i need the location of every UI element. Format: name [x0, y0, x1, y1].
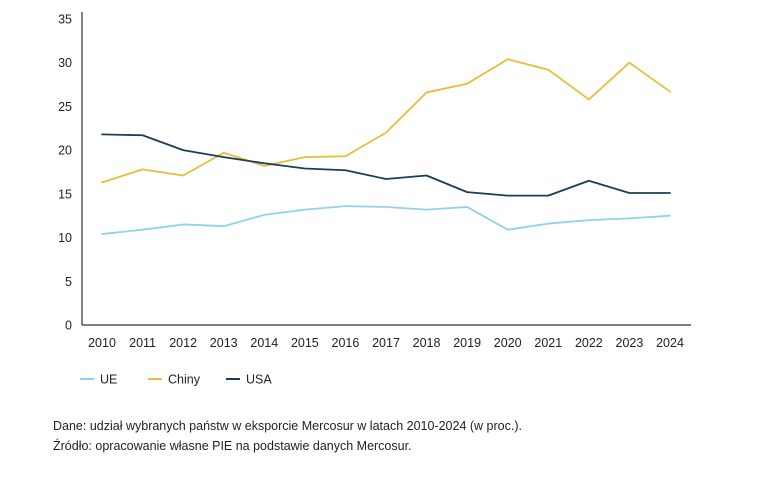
x-tick-label: 2012: [169, 336, 197, 350]
chart-legend: UE Chiny USA: [80, 373, 272, 387]
y-tick-label: 20: [58, 144, 72, 158]
series-line-ue: [101, 205, 671, 235]
x-tick-label: 2011: [129, 336, 156, 350]
x-tick-label: 2010: [88, 336, 116, 350]
series-line-usa: [101, 133, 671, 197]
y-tick-label: 10: [58, 231, 72, 245]
y-tick-label: 25: [58, 100, 72, 114]
y-tick-label: 15: [58, 187, 72, 201]
chart-series: [101, 58, 671, 235]
x-tick-label: 2023: [616, 336, 644, 350]
series-line-chiny: [101, 58, 671, 184]
chart-axes: [81, 12, 691, 326]
legend-label-ue: UE: [100, 373, 117, 387]
chart-description: Dane: udział wybranych państw w eksporci…: [53, 419, 522, 433]
x-axis-ticks: 2010 2011 2012 2013 2014 2015 2016 2017 2018 2019…: [88, 336, 684, 350]
x-tick-label: 2020: [494, 336, 522, 350]
chart-notes: Dane: udział wybranych państw w eksporci…: [53, 416, 522, 456]
legend-label-usa: USA: [246, 373, 272, 387]
y-tick-label: 0: [65, 319, 72, 333]
chart-source: Źródło: opracowanie własne PIE na podsta…: [53, 439, 412, 453]
x-tick-label: 2024: [656, 336, 684, 350]
y-axis-ticks: 0 5 10 15 20 25 30 35: [58, 13, 72, 333]
y-tick-label: 30: [58, 56, 72, 70]
x-tick-label: 2018: [413, 336, 441, 350]
x-tick-label: 2016: [332, 336, 360, 350]
y-tick-label: 35: [58, 13, 72, 27]
x-tick-label: 2022: [575, 336, 603, 350]
x-tick-label: 2019: [453, 336, 481, 350]
y-tick-label: 5: [65, 275, 72, 289]
x-tick-label: 2021: [534, 336, 562, 350]
x-tick-label: 2013: [210, 336, 238, 350]
legend-label-chiny: Chiny: [168, 373, 201, 387]
x-tick-label: 2015: [291, 336, 319, 350]
x-tick-label: 2017: [372, 336, 400, 350]
x-tick-label: 2014: [250, 336, 278, 350]
